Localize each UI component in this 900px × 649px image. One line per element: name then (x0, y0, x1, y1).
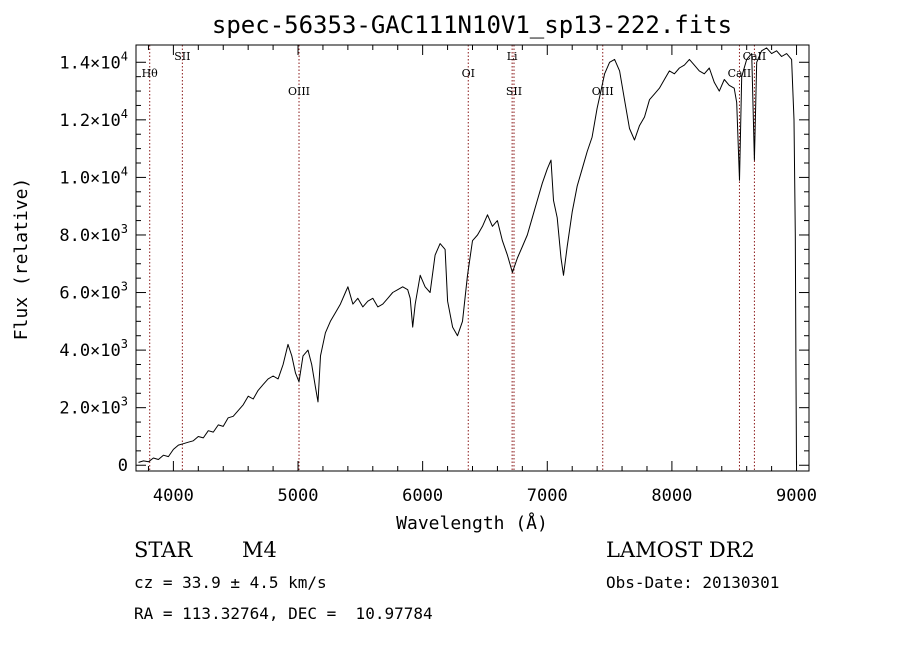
y-tick-label-0: 0 (118, 456, 128, 476)
y-tick-label-4: 8.0×103 (59, 222, 128, 246)
chart-title: spec-56353-GAC111N10V1_sp13-222.fits (212, 11, 732, 39)
x-tick-label-2: 6000 (402, 486, 443, 506)
line-label-0: Hθ (142, 67, 159, 80)
spectrum-layer (138, 47, 797, 466)
coordinates-text: RA = 113.32764, DEC = 10.97784 (134, 604, 433, 623)
x-tick-label-4: 8000 (651, 486, 692, 506)
redshift-text: cz = 33.9 ± 4.5 km/s (134, 573, 327, 592)
line-label-7: CaII (728, 67, 752, 80)
y-axis-label: Flux (relative) (11, 178, 32, 341)
survey-name: LAMOST DR2 (606, 538, 755, 562)
x-tick-label-3: 7000 (527, 486, 568, 506)
y-tick-label-7: 1.4×104 (59, 49, 128, 73)
object-subclass: M4 (242, 538, 277, 562)
x-tick-label-0: 4000 (153, 486, 194, 506)
y-tick-label-3: 6.0×103 (59, 280, 128, 304)
line-label-1: SII (174, 50, 190, 63)
line-label-3: OI (462, 67, 475, 80)
x-tick-label-1: 5000 (278, 486, 319, 506)
line-label-6: OIII (592, 85, 614, 98)
y-tick-label-1: 2.0×103 (59, 395, 128, 419)
line-labels: Hθ SII OIII OI Li SII OIII CaII CaII (142, 50, 767, 98)
axis-ticks (136, 45, 809, 471)
line-label-4: Li (507, 50, 518, 63)
line-label-2: OIII (288, 85, 310, 98)
y-tick-labels: 0 2.0×103 4.0×103 6.0×103 8.0×103 1.0×104 1.2×… (59, 49, 128, 476)
y-tick-label-2: 4.0×103 (59, 337, 128, 361)
y-tick-label-6: 1.2×104 (59, 107, 128, 131)
line-markers (149, 45, 755, 471)
obs-date-text: Obs-Date: 20130301 (606, 573, 780, 592)
x-tick-label-5: 9000 (776, 486, 817, 506)
line-label-8: CaII (743, 50, 767, 63)
spectrum-line (138, 47, 797, 466)
plot-frame (135, 44, 810, 472)
x-axis-label: Wavelength (Å) (396, 512, 548, 534)
line-label-5: SII (506, 85, 522, 98)
y-tick-label-5: 1.0×104 (59, 164, 128, 188)
object-class: STAR (134, 538, 193, 562)
x-tick-labels: 4000 5000 6000 7000 8000 9000 (153, 486, 817, 506)
